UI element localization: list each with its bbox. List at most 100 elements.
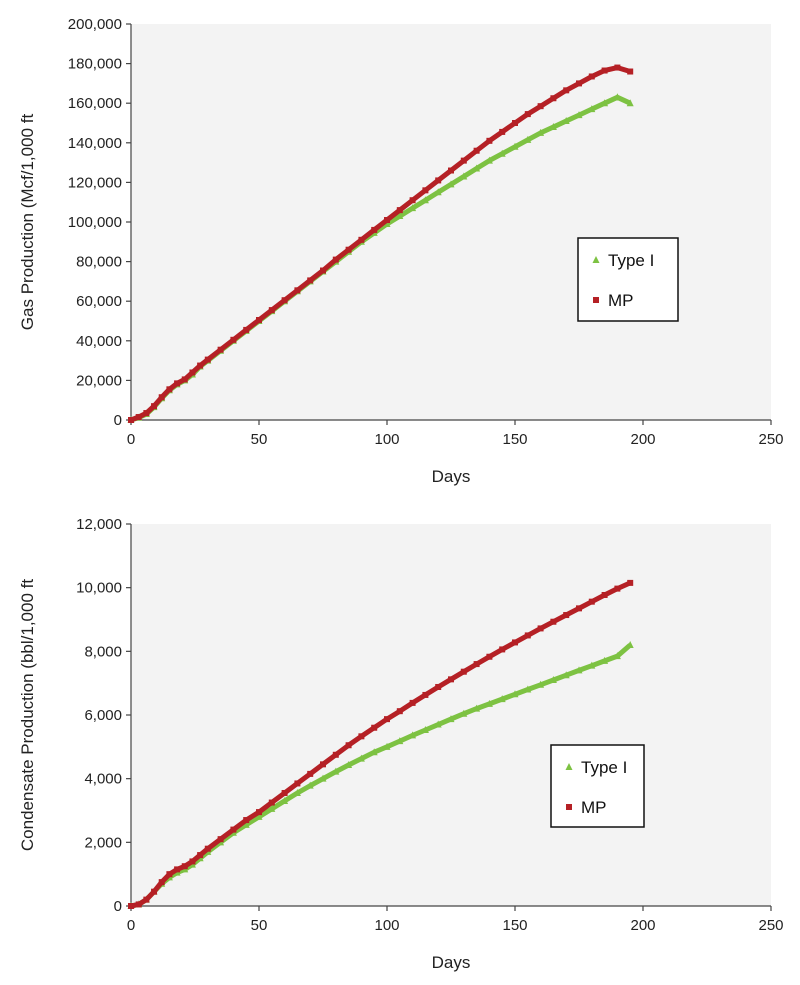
data-point xyxy=(524,135,532,143)
legend-label: Type I xyxy=(608,251,654,270)
data-point xyxy=(537,680,545,688)
data-point xyxy=(434,188,442,196)
data-point xyxy=(601,67,608,74)
data-point xyxy=(460,709,468,717)
data-point xyxy=(434,720,442,728)
y-tick-label: 100,000 xyxy=(68,214,122,231)
data-point xyxy=(588,73,595,80)
data-point xyxy=(396,737,404,745)
data-point xyxy=(614,585,621,592)
x-tick-label: 250 xyxy=(758,431,783,448)
data-point xyxy=(537,103,544,110)
data-point xyxy=(498,695,506,703)
data-point xyxy=(256,809,262,816)
legend: Type I MP xyxy=(550,744,645,828)
data-point xyxy=(319,774,327,782)
x-axis-label: Days xyxy=(432,467,471,486)
y-tick-label: 120,000 xyxy=(68,174,122,191)
plot-area xyxy=(131,524,771,906)
data-point xyxy=(473,147,480,154)
data-point xyxy=(128,903,134,909)
legend-label: MP xyxy=(608,291,634,310)
data-point xyxy=(281,789,288,796)
data-point xyxy=(524,632,531,639)
y-tick-label: 140,000 xyxy=(68,135,122,152)
data-point xyxy=(512,120,518,126)
data-point xyxy=(460,668,467,675)
data-point xyxy=(549,122,557,130)
data-point xyxy=(204,356,211,363)
legend-box xyxy=(550,744,645,828)
legend-marker xyxy=(593,297,599,303)
data-point xyxy=(537,625,544,632)
y-tick-label: 4,000 xyxy=(84,771,122,788)
data-point xyxy=(460,157,467,164)
data-point xyxy=(486,653,493,660)
x-tick-label: 50 xyxy=(251,917,268,934)
data-point xyxy=(384,217,390,224)
data-point xyxy=(613,93,621,101)
data-point xyxy=(435,683,442,690)
x-tick-label: 100 xyxy=(374,917,399,934)
data-point xyxy=(307,277,314,284)
data-point xyxy=(189,369,196,376)
data-point xyxy=(128,417,134,423)
data-point xyxy=(448,676,454,683)
y-tick-label: 0 xyxy=(114,898,122,915)
y-tick-label: 12,000 xyxy=(76,516,122,533)
data-point xyxy=(486,137,493,144)
data-point xyxy=(575,111,583,119)
data-point xyxy=(294,287,301,294)
y-tick-label: 60,000 xyxy=(76,293,122,310)
data-point xyxy=(358,733,365,740)
data-point xyxy=(255,812,263,820)
data-point xyxy=(601,591,608,598)
data-point xyxy=(371,226,378,233)
data-point xyxy=(511,690,519,698)
data-point xyxy=(601,99,609,107)
data-point xyxy=(396,212,404,220)
data-point xyxy=(242,820,250,828)
data-point xyxy=(396,207,403,214)
y-tick-label: 40,000 xyxy=(76,333,122,350)
data-point xyxy=(345,760,353,768)
x-tick-label: 200 xyxy=(630,431,655,448)
data-point xyxy=(473,164,481,172)
data-point xyxy=(511,142,519,150)
gas-production-chart: 0 20,000 40,000 60,000 80,000 100,000 120,000 1… xyxy=(18,16,784,486)
data-point xyxy=(563,87,570,94)
data-point xyxy=(345,246,352,253)
data-point xyxy=(524,685,532,693)
data-point xyxy=(460,172,468,180)
data-point xyxy=(306,781,314,789)
data-point xyxy=(181,863,188,870)
y-tick-label: 20,000 xyxy=(76,372,122,389)
x-tick-label: 200 xyxy=(630,917,655,934)
legend-label: MP xyxy=(581,798,607,817)
y-tick-label: 180,000 xyxy=(68,56,122,73)
data-point xyxy=(614,64,621,71)
x-tick-label: 100 xyxy=(374,431,399,448)
data-point xyxy=(435,177,442,184)
data-point xyxy=(158,879,165,886)
data-point xyxy=(371,724,378,731)
data-point xyxy=(627,579,634,586)
data-point xyxy=(485,156,493,164)
data-point xyxy=(575,666,583,674)
y-tick-label: 160,000 xyxy=(68,95,122,112)
data-point xyxy=(499,128,506,135)
data-point xyxy=(332,751,339,758)
data-point xyxy=(332,256,339,263)
data-point xyxy=(473,704,481,712)
x-tick-label: 250 xyxy=(758,917,783,934)
y-tick-label: 200,000 xyxy=(68,16,122,33)
data-point xyxy=(143,896,150,903)
data-point xyxy=(189,858,196,865)
condensate-production-chart: 0 2,000 4,000 6,000 8,000 10,000 12,000 0 50 100 1… xyxy=(18,516,784,972)
data-point xyxy=(549,675,557,683)
data-point xyxy=(421,725,429,733)
data-point xyxy=(243,817,250,824)
data-point xyxy=(422,691,429,698)
data-point xyxy=(550,618,557,625)
